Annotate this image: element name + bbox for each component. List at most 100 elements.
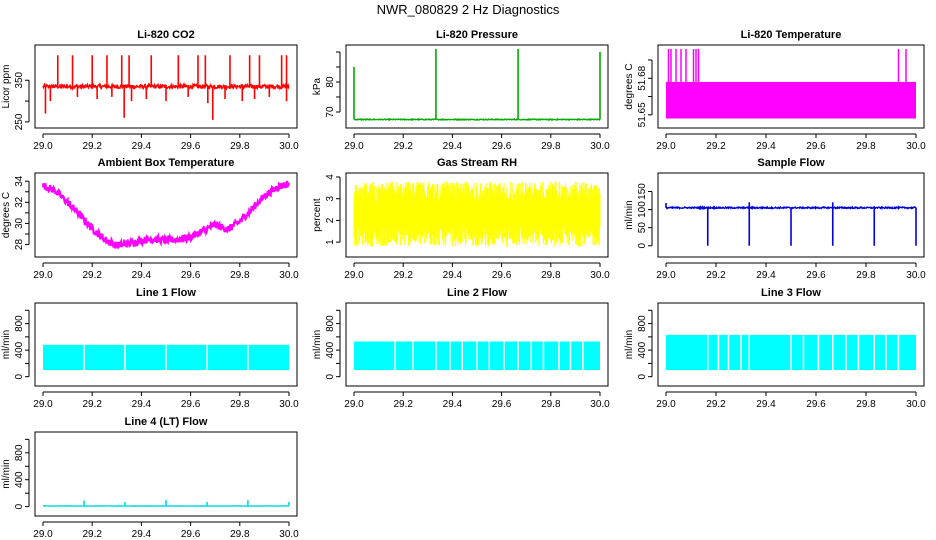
x-tick-label: 29.6	[181, 399, 201, 410]
x-tick-label: 30.0	[590, 270, 610, 281]
y-tick-label: 800	[637, 315, 648, 332]
y-tick-label: 400	[14, 341, 25, 358]
x-tick-label: 29.0	[656, 141, 676, 152]
x-tick-label: 29.4	[756, 270, 776, 281]
panel-title: Gas Stream RH	[437, 157, 517, 169]
y-tick-label: 28	[14, 239, 25, 251]
data-series	[666, 49, 916, 119]
x-tick-label: 30.0	[590, 399, 610, 410]
data-series	[43, 499, 290, 507]
y-axis-label: ml/min	[624, 330, 635, 359]
x-tick-label: 29.8	[541, 399, 561, 410]
x-tick-label: 29.6	[806, 399, 826, 410]
x-tick-label: 29.4	[443, 270, 463, 281]
x-tick-label: 29.4	[756, 399, 776, 410]
y-tick-label: 1	[325, 239, 336, 245]
plot-frame	[34, 431, 298, 517]
data-series	[666, 333, 916, 372]
plot-frame	[34, 172, 298, 258]
data-series	[43, 343, 289, 372]
x-tick-label: 29.4	[132, 399, 152, 410]
y-tick-label: 51.65	[637, 102, 648, 127]
x-tick-label: 29.6	[181, 270, 201, 281]
x-tick-label: 29.4	[756, 141, 776, 152]
x-tick-label: 29.4	[443, 399, 463, 410]
x-tick-label: 30.0	[279, 270, 299, 281]
y-axis-label: ml/min	[624, 200, 635, 229]
panel-title: Line 2 Flow	[447, 287, 507, 299]
x-tick-label: 29.8	[856, 270, 876, 281]
y-tick-label: 3	[325, 195, 336, 201]
y-axis-label: ml/min	[1, 330, 12, 359]
y-tick-label: 400	[325, 341, 336, 358]
x-tick-label: 29.4	[132, 529, 152, 540]
panel-title: Ambient Box Temperature	[98, 157, 235, 169]
x-tick-label: 29.8	[230, 529, 250, 540]
x-tick-label: 29.8	[230, 141, 250, 152]
x-tick-label: 29.6	[492, 141, 512, 152]
x-tick-label: 29.0	[33, 399, 53, 410]
x-tick-label: 29.6	[181, 529, 201, 540]
plot-frame	[657, 172, 925, 258]
y-axis-label: degrees C	[624, 63, 635, 109]
y-tick-label: 51.68	[637, 65, 648, 90]
x-tick-label: 29.2	[393, 270, 413, 281]
y-axis-label: degrees C	[1, 192, 12, 238]
panel-pressure: Li-820 Pressure 29.0 29.2 29.4 29.6 29.8 30.0 7…	[312, 29, 610, 152]
panel-line4: Line 4 (LT) Flow 29.0 29.2 29.4 29.6 29.8 30.0…	[1, 416, 299, 540]
plot-frame	[345, 44, 609, 129]
y-tick-label: 400	[14, 471, 25, 488]
x-tick-label: 30.0	[906, 399, 926, 410]
y-tick-label: 32	[14, 196, 25, 208]
panel-title: Li-820 CO2	[137, 29, 194, 41]
data-series	[42, 55, 290, 120]
x-tick-label: 30.0	[906, 141, 926, 152]
panel-title: Line 3 Flow	[761, 287, 821, 299]
panel-rh: Gas Stream RH 29.0 29.2 29.4 29.6 29.8 30.0 1 2 3…	[312, 157, 610, 281]
x-tick-label: 29.4	[132, 141, 152, 152]
x-tick-label: 29.2	[706, 270, 726, 281]
y-tick-label: 4	[325, 174, 336, 180]
x-tick-label: 30.0	[279, 529, 299, 540]
series-line	[353, 117, 600, 122]
x-tick-label: 29.8	[856, 399, 876, 410]
y-tick-label: 0	[637, 373, 648, 379]
y-tick-label: 0	[14, 373, 25, 379]
data-series	[353, 181, 601, 247]
data-series	[41, 180, 291, 249]
panel-line3: Line 3 Flow 29.0 29.2 29.4 29.6 29.8 30.0 0 400 8…	[624, 287, 926, 410]
x-tick-label: 29.0	[344, 270, 364, 281]
x-tick-label: 29.6	[806, 141, 826, 152]
x-tick-label: 30.0	[590, 141, 610, 152]
x-tick-label: 29.4	[443, 141, 463, 152]
x-tick-label: 29.4	[132, 270, 152, 281]
y-tick-label: 800	[325, 315, 336, 332]
panel-title: Sample Flow	[757, 157, 825, 169]
plot-frame	[34, 44, 298, 129]
x-tick-label: 29.2	[82, 141, 102, 152]
series-line	[42, 82, 290, 92]
x-tick-label: 29.0	[344, 141, 364, 152]
figure-title: NWR_080829 2 Hz Diagnostics	[377, 2, 560, 17]
plot-frame	[345, 172, 609, 258]
x-tick-label: 29.2	[82, 529, 102, 540]
plot-frame	[657, 44, 925, 129]
y-tick-label: 150	[637, 183, 648, 200]
x-tick-label: 29.6	[492, 270, 512, 281]
x-tick-label: 29.8	[541, 270, 561, 281]
panel-title: Line 1 Flow	[136, 287, 196, 299]
panel-co2: Li-820 CO2 29.0 29.2 29.4 29.6 29.8 30.0 250 350…	[1, 29, 299, 152]
x-tick-label: 29.8	[856, 141, 876, 152]
x-tick-label: 29.0	[33, 529, 53, 540]
x-tick-label: 29.6	[806, 270, 826, 281]
panel-sample_flow: Sample Flow 29.0 29.2 29.4 29.6 29.8 30.0 0 50 10…	[624, 157, 926, 281]
y-tick-label: 800	[14, 315, 25, 332]
y-axis-label: percent	[312, 198, 323, 232]
series-line	[41, 180, 291, 249]
y-tick-label: 800	[14, 444, 25, 461]
y-tick-label: 50	[637, 222, 648, 234]
panel-title: Li-820 Temperature	[741, 29, 842, 41]
y-tick-label: 350	[14, 71, 25, 88]
x-tick-label: 29.2	[706, 141, 726, 152]
